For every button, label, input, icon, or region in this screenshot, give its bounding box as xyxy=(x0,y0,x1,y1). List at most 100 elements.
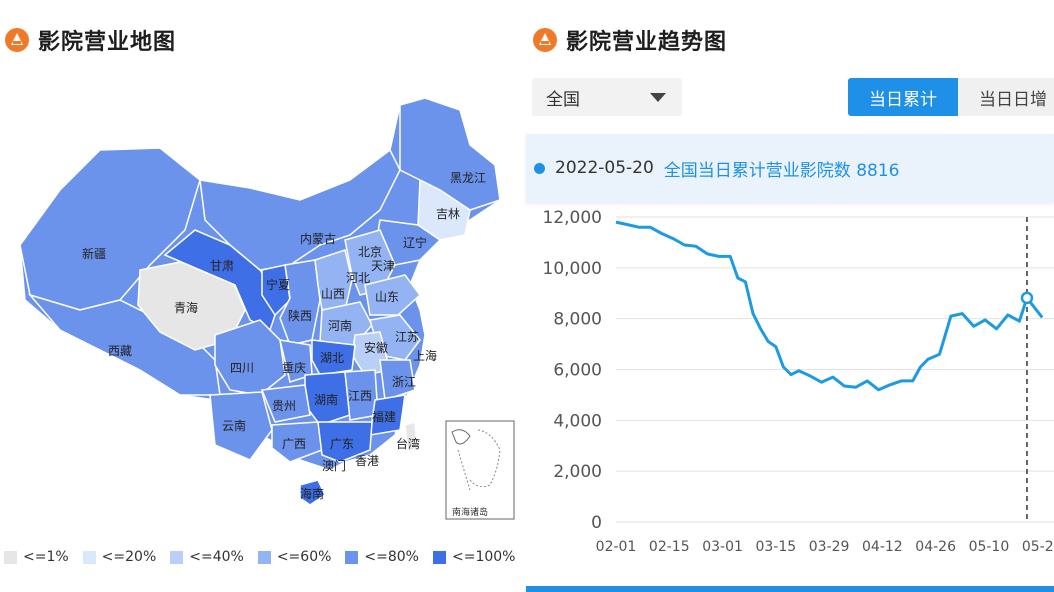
label-aomen: 澳门 xyxy=(322,458,346,473)
x-tick-label: 03-15 xyxy=(755,539,796,555)
region-guangdong[interactable] xyxy=(317,421,373,463)
legend-item-20[interactable]: <=20% xyxy=(82,549,156,565)
tooltip-date: 2022-05-20 xyxy=(555,158,654,178)
legend-label-100: <=100% xyxy=(451,549,516,565)
region-xizang[interactable] xyxy=(27,293,221,396)
legend-item-60[interactable]: <=60% xyxy=(257,549,331,565)
trend-panel: 影院营业趋势图 全国 当日累计 当日日增 2022-05-20 全国当日累计营业… xyxy=(526,0,1054,592)
mode-tabs: 当日累计 当日日增 xyxy=(848,78,1054,116)
cinema-logo-icon xyxy=(5,28,29,52)
inset-label: 南海诸岛 xyxy=(452,506,488,518)
y-tick-label: 12,000 xyxy=(543,208,602,228)
tab-cumulative[interactable]: 当日累计 xyxy=(848,78,958,116)
label-shanxi: 山西 xyxy=(321,287,345,301)
data-tooltip: 2022-05-20 全国当日累计营业影院数 8816 xyxy=(526,134,1054,202)
region-taiwan[interactable] xyxy=(404,421,418,454)
trend-title: 影院营业趋势图 xyxy=(566,30,728,55)
label-chongqing: 重庆 xyxy=(282,361,306,375)
label-tianjin: 天津 xyxy=(371,259,395,273)
label-sichuan: 四川 xyxy=(230,361,254,375)
tooltip-dot-icon xyxy=(534,162,545,174)
label-jiangsu: 江苏 xyxy=(395,330,419,344)
bottom-accent-bar xyxy=(526,586,1054,592)
x-tick-label: 04-12 xyxy=(862,539,903,555)
legend-item-1[interactable]: <=1% xyxy=(4,549,69,565)
label-hainan: 海南 xyxy=(300,486,324,501)
label-guangdong: 广东 xyxy=(330,437,354,451)
map-panel: 影院营业地图 xyxy=(0,0,524,592)
label-neimenggu: 内蒙古 xyxy=(300,231,336,246)
label-xizang: 西藏 xyxy=(108,344,132,358)
label-fujian: 福建 xyxy=(372,409,396,424)
label-guizhou: 贵州 xyxy=(272,399,296,413)
x-tick-label: 02-01 xyxy=(596,539,637,555)
region-hainan[interactable] xyxy=(299,479,326,506)
y-tick-label: 2,000 xyxy=(553,462,602,482)
legend-swatch-100 xyxy=(432,550,446,564)
label-henan: 河南 xyxy=(328,318,352,333)
legend-swatch-20 xyxy=(82,550,96,564)
label-xinjiang: 新疆 xyxy=(82,246,106,261)
x-tick-label: 02-15 xyxy=(649,539,690,555)
label-yunnan: 云南 xyxy=(222,418,246,433)
chevron-down-icon xyxy=(650,92,666,102)
y-tick-label: 6,000 xyxy=(553,361,602,381)
label-guangxi: 广西 xyxy=(282,437,306,451)
y-axis-ticks: 0 2,000 4,000 6,000 8,000 10,000 12,000 xyxy=(543,208,602,533)
label-liaoning: 辽宁 xyxy=(403,235,427,250)
label-heilongjiang: 黑龙江 xyxy=(450,171,486,185)
label-hebei: 河北 xyxy=(346,271,370,285)
province-labels: 新疆 西藏 青海 甘肃 内蒙古 黑龙江 吉林 辽宁 北京 天津 河北 山西 山东… xyxy=(82,171,486,501)
x-axis-ticks: 02-01 02-15 03-01 03-15 03-29 04-12 04-26 05-10… xyxy=(596,539,1054,555)
x-tick-label: 04-26 xyxy=(915,539,956,555)
highlight-point[interactable] xyxy=(1020,291,1034,305)
y-tick-label: 8,000 xyxy=(553,310,602,330)
legend-label-1: <=1% xyxy=(23,549,69,565)
legend-swatch-80 xyxy=(345,550,359,564)
y-tick-label: 10,000 xyxy=(543,259,602,279)
map-title-row: 影院营业地图 xyxy=(4,24,176,56)
label-hubei: 湖北 xyxy=(320,350,344,365)
region-dropdown[interactable]: 全国 xyxy=(532,78,682,116)
region-ningxia[interactable] xyxy=(261,264,291,317)
label-shanghai: 上海 xyxy=(413,348,437,363)
tab-daily-increase[interactable]: 当日日增 xyxy=(958,78,1054,116)
region-neimenggu[interactable] xyxy=(199,148,401,271)
label-jiangxi: 江西 xyxy=(348,389,372,403)
label-jilin: 吉林 xyxy=(436,207,460,221)
label-shaanxi: 陕西 xyxy=(288,308,312,323)
region-guizhou[interactable] xyxy=(260,384,311,423)
map-legend: <=1% <=20% <=40% <=60% <=80% <=100% xyxy=(4,549,515,565)
region-guangxi[interactable] xyxy=(271,421,323,463)
region-shandong[interactable] xyxy=(364,274,422,316)
label-qinghai: 青海 xyxy=(174,300,198,315)
cinema-logo-icon xyxy=(533,28,557,52)
legend-swatch-60 xyxy=(257,550,271,564)
x-tick-label: 03-29 xyxy=(809,539,850,555)
legend-item-100[interactable]: <=100% xyxy=(432,549,516,565)
region-yunnan[interactable] xyxy=(209,391,273,461)
label-beijing: 北京 xyxy=(358,245,382,259)
south-china-sea-inset: 南海诸岛 xyxy=(445,420,515,520)
legend-item-40[interactable]: <=40% xyxy=(170,549,244,565)
y-tick-label: 0 xyxy=(591,513,602,533)
region-sichuan[interactable] xyxy=(214,319,286,396)
legend-label-80: <=80% xyxy=(364,549,419,565)
label-anhui: 安徽 xyxy=(364,340,388,355)
label-shandong: 山东 xyxy=(375,290,399,304)
series-line xyxy=(615,220,1044,392)
legend-item-80[interactable]: <=80% xyxy=(345,549,419,565)
label-taiwan: 台湾 xyxy=(396,436,420,451)
map-title: 影院营业地图 xyxy=(38,30,177,55)
chart-grid xyxy=(616,216,1054,523)
region-zhejiang[interactable] xyxy=(379,359,416,402)
trend-title-row: 影院营业趋势图 xyxy=(532,24,727,56)
y-tick-label: 4,000 xyxy=(553,411,602,431)
x-tick-label: 05-24 xyxy=(1022,539,1054,555)
label-gansu: 甘肃 xyxy=(210,259,234,273)
x-tick-label: 05-10 xyxy=(969,539,1010,555)
x-tick-label: 03-01 xyxy=(702,539,743,555)
label-hunan: 湖南 xyxy=(314,392,338,407)
region-dropdown-value: 全国 xyxy=(546,89,580,110)
